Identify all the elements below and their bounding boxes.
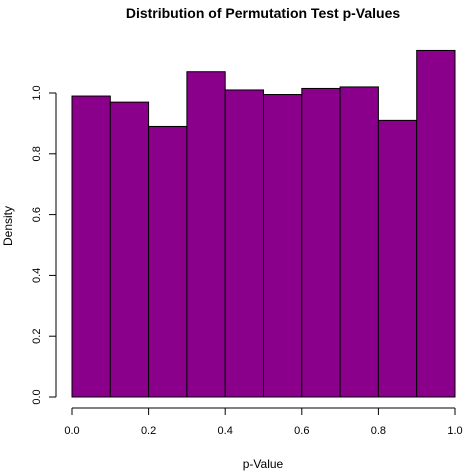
histogram-bar [224,89,264,398]
x-tick-label: 0.4 [218,425,233,437]
histogram-bar [109,101,150,398]
x-tick-label: 0.6 [294,425,309,437]
chart-title: Distribution of Permutation Test p-Value… [126,5,401,21]
y-axis-ticks: 0.0 0.2 0.4 0.6 0.8 1.0 [31,85,56,405]
x-axis-ticks: 0.0 0.2 0.4 0.6 0.8 1.0 [64,408,463,437]
x-axis-label: p-Value [243,457,284,471]
y-tick-label: 1.0 [31,85,43,100]
histogram-bar [416,49,456,398]
x-tick-label: 1.0 [447,425,462,437]
histogram-bar [339,86,379,398]
y-tick-label: 0.8 [31,146,43,161]
y-axis-label: Density [1,206,15,246]
y-tick-label: 0.2 [31,329,43,344]
x-tick-label: 0.8 [371,425,386,437]
histogram-bars [71,49,456,398]
x-tick-label: 0.2 [141,425,156,437]
y-tick-label: 0.4 [31,268,43,283]
histogram-bar [263,94,303,398]
histogram-bar [71,95,111,398]
y-tick-label: 0.6 [31,207,43,222]
histogram-bar [377,119,418,398]
histogram-bar [301,87,341,398]
x-tick-label: 0.0 [64,425,79,437]
histogram-bar [186,71,226,398]
histogram-bar [148,125,188,398]
y-tick-label: 0.0 [31,389,43,404]
